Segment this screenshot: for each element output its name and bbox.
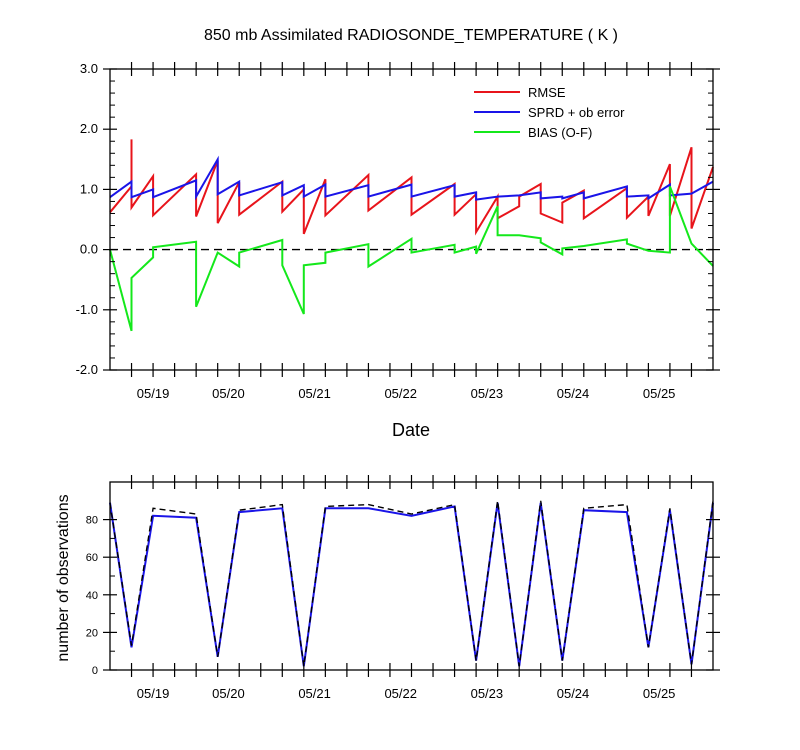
series-line-used-observations: [109, 502, 714, 667]
series-line-total-observations: [109, 500, 714, 667]
legend-label: RMSE: [528, 85, 566, 100]
x-tick-label: 05/24: [557, 686, 590, 701]
x-tick-label: 05/21: [298, 386, 331, 401]
bottom-y-axis-label: number of observations: [55, 494, 72, 661]
legend-label: BIAS (O-F): [528, 125, 592, 140]
x-tick-label: 05/20: [212, 686, 245, 701]
x-tick-label: 05/19: [137, 386, 170, 401]
y-tick-label: 20: [86, 627, 98, 639]
y-tick-label: 1.0: [80, 181, 98, 196]
top-x-axis-label: Date: [392, 420, 430, 440]
bottom-plot: 05/19 05/20 05/21 05/22 05/23 05/24 05/25 0 20 40…: [86, 475, 720, 701]
x-tick-label: 05/23: [471, 686, 504, 701]
y-tick-label: 0.0: [80, 242, 98, 257]
x-tick-label: 05/24: [557, 386, 590, 401]
series-line-sprd-ob-error: [109, 155, 714, 201]
legend-label: SPRD + ob error: [528, 105, 625, 120]
y-tick-label: 80: [86, 515, 98, 527]
chart-title: 850 mb Assimilated RADIOSONDE_TEMPERATUR…: [204, 27, 618, 44]
x-tick-label: 05/25: [643, 386, 676, 401]
y-tick-label: 60: [86, 552, 98, 564]
y-tick-label: 40: [86, 590, 98, 602]
x-tick-label: 05/22: [384, 686, 417, 701]
y-tick-label: -1.0: [76, 302, 98, 317]
y-tick-label: 0: [92, 665, 98, 677]
x-tick-label: 05/19: [137, 686, 170, 701]
y-tick-label: -2.0: [76, 362, 98, 377]
y-tick-label: 3.0: [80, 61, 98, 76]
x-tick-label: 05/21: [298, 686, 331, 701]
x-tick-label: 05/20: [212, 386, 245, 401]
series-line-bias-o-f: [109, 186, 714, 332]
x-tick-label: 05/23: [471, 386, 504, 401]
series-line-rmse: [109, 139, 714, 236]
top-plot: 05/19 05/20 05/21 05/22 05/23 05/24 05/25 -2.0 -…: [76, 61, 720, 401]
y-tick-label: 2.0: [80, 121, 98, 136]
x-tick-label: 05/22: [384, 386, 417, 401]
plot-frame: [109, 481, 714, 671]
x-tick-label: 05/25: [643, 686, 676, 701]
